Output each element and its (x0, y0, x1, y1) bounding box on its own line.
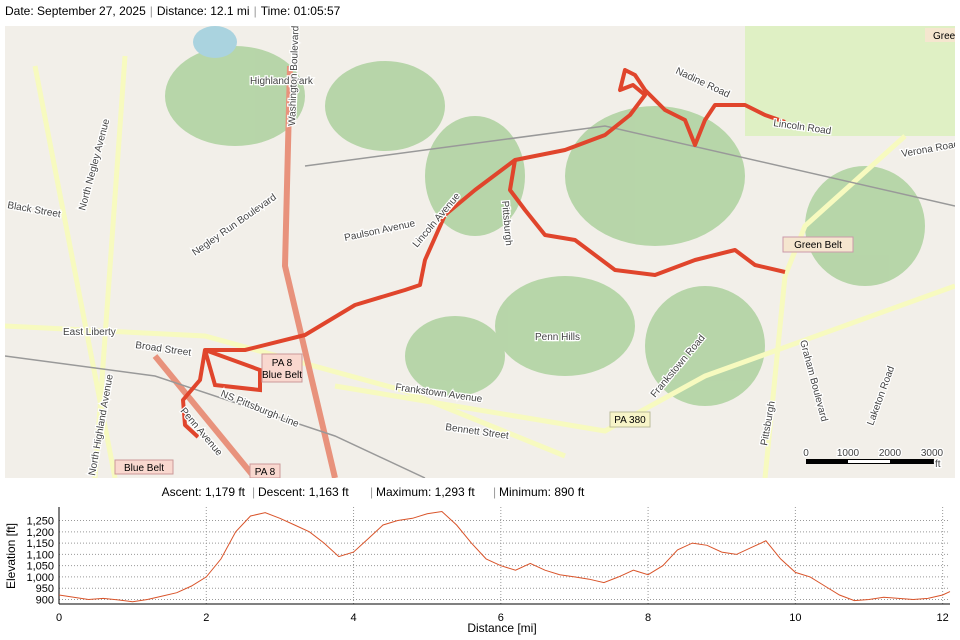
stat: Minimum: 890 ft (499, 485, 585, 499)
elevation-line (58, 510, 951, 603)
stat: Descent: 1,163 ft (258, 485, 349, 499)
scale-label: 3000 (921, 448, 944, 459)
map-label: Green (933, 31, 955, 42)
map-label: Green Belt (794, 240, 842, 251)
y-tick-label: 900 (36, 594, 54, 606)
y-tick-label: 1,150 (26, 538, 54, 550)
x-tick-label: 2 (203, 612, 209, 624)
map-label: Blue Belt (262, 370, 302, 381)
y-tick-label: 1,100 (26, 549, 54, 561)
map-label: PA 8 (255, 467, 276, 478)
time: Time: 01:05:57 (260, 4, 341, 18)
map-label: Penn Hills (535, 332, 580, 343)
y-tick-label: 1,200 (26, 527, 54, 539)
scale-label: 2000 (879, 448, 902, 459)
x-tick-label: 12 (937, 612, 949, 624)
map-label: PA 8 (272, 358, 293, 369)
svg-text:|: | (370, 485, 373, 499)
y-tick-label: 1,050 (26, 561, 54, 573)
map-label: PA 380 (614, 415, 646, 426)
y-tick-label: 1,250 (26, 516, 54, 528)
x-tick-label: 8 (645, 612, 651, 624)
map-label: Highland Park (250, 76, 314, 87)
y-tick-label: 950 (36, 583, 54, 595)
scale-label: 0 (803, 448, 809, 459)
map-label: Washington Boulevard (287, 26, 301, 126)
scale-label: 1000 (837, 448, 860, 459)
x-tick-label: 6 (498, 612, 504, 624)
map-label: Blue Belt (124, 463, 164, 474)
x-tick-label: 0 (56, 612, 62, 624)
y-axis-label: Elevation [ft] (4, 523, 18, 589)
distance: Distance: 12.1 mi (156, 4, 250, 18)
y-tick-label: 1,000 (26, 572, 54, 584)
stat: Maximum: 1,293 ft (376, 485, 475, 499)
map-label: East Liberty (63, 327, 116, 338)
x-tick-label: 4 (350, 612, 356, 624)
x-tick-label: 10 (789, 612, 801, 624)
svg-text:|: | (493, 485, 496, 499)
stat: Ascent: 1,179 ft (162, 485, 246, 499)
x-axis-label: Distance [mi] (467, 621, 536, 635)
date: Date: September 27, 2025 (5, 4, 146, 18)
map-label: Pittsburgh (499, 200, 514, 246)
elevation-chart: Ascent: 1,179 ft | Descent: 1,163 ft | M… (4, 485, 951, 635)
map[interactable]: Highland Park Washington Boulevard North… (5, 26, 955, 478)
scale-label: ft (935, 459, 941, 470)
header: Date: September 27, 2025 | Distance: 12.1 … (5, 4, 341, 18)
svg-text:|: | (252, 485, 255, 499)
